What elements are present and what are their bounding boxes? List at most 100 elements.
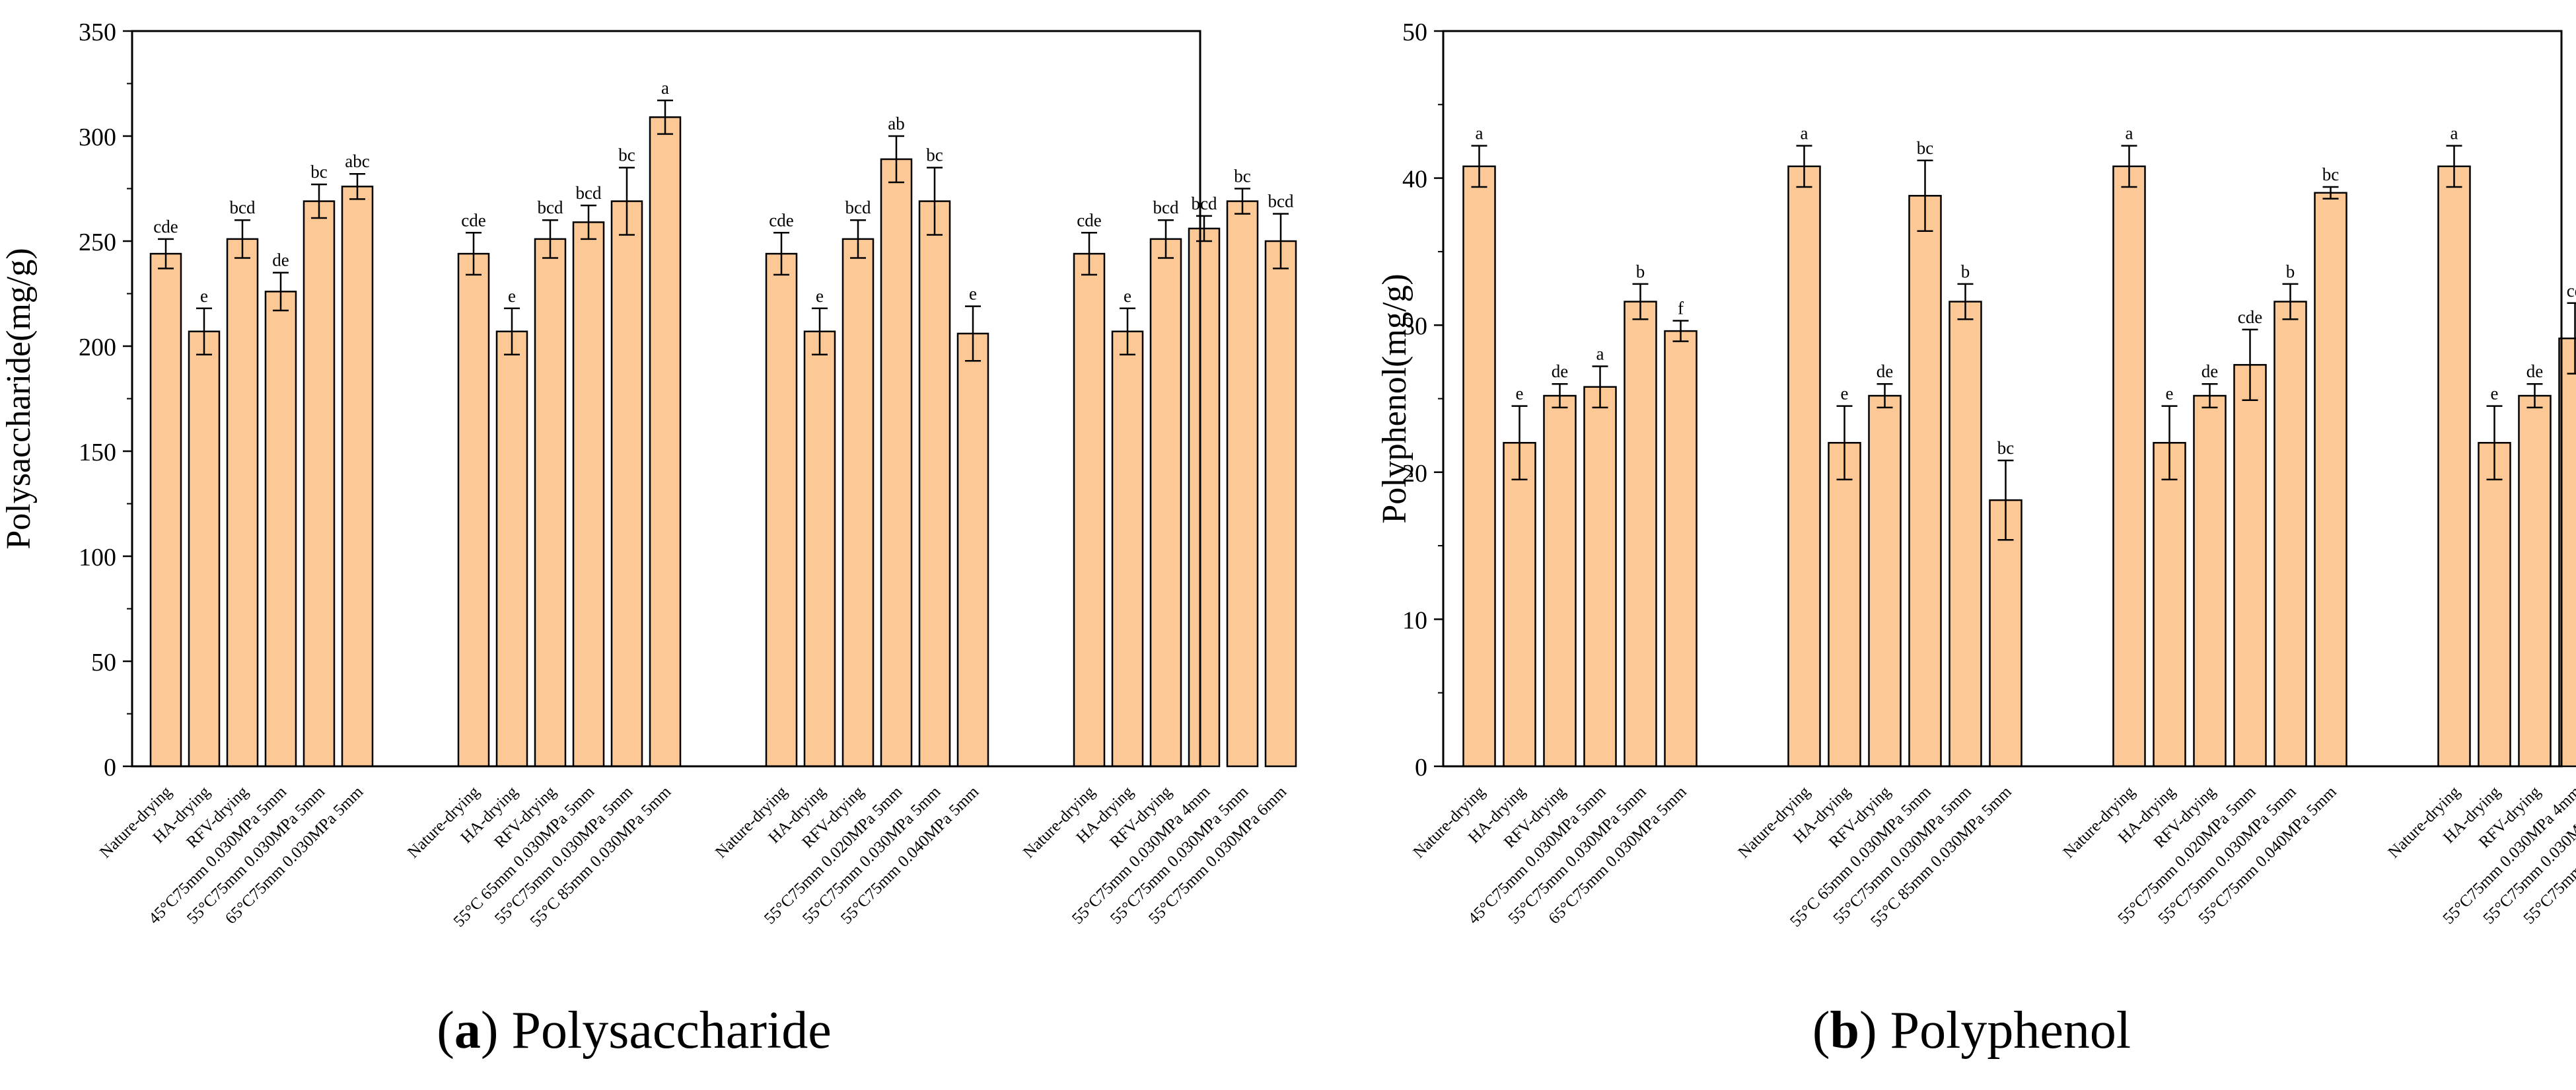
significance-letter: bcd	[576, 183, 602, 203]
significance-letter: a	[661, 78, 669, 98]
significance-letter: e	[2166, 384, 2174, 404]
significance-letter: ab	[888, 114, 904, 133]
significance-letter: bc	[2322, 164, 2340, 184]
y-tick-label: 50	[91, 649, 116, 676]
bar	[2478, 442, 2511, 768]
bar	[1111, 330, 1144, 768]
bar	[610, 200, 643, 768]
significance-letter: f	[1678, 299, 1684, 318]
panel-polysaccharide: 0 50 100 150 200 250 300 350 Polysaccharide(mg/g…	[0, 18, 1297, 931]
bar	[341, 186, 374, 768]
bar	[2437, 165, 2471, 768]
significance-letter: e	[200, 286, 208, 306]
bar	[2193, 394, 2227, 768]
bar	[495, 330, 528, 768]
significance-letter: abc	[345, 151, 369, 171]
bar	[303, 200, 336, 768]
bar	[226, 238, 259, 768]
significance-letter: cde	[2238, 307, 2262, 327]
significance-letter: e	[1124, 286, 1131, 306]
significance-letter: e	[508, 286, 516, 306]
bar	[2153, 442, 2186, 768]
significance-letter: a	[2451, 124, 2458, 143]
bar	[1624, 301, 1657, 768]
significance-letter: cde	[461, 210, 485, 230]
significance-letter: bc	[618, 145, 635, 165]
bar	[1462, 165, 1496, 768]
bar	[2112, 165, 2146, 768]
y-tick-label: 30	[1402, 312, 1427, 340]
bar	[1868, 394, 1902, 768]
significance-letter: e	[1841, 384, 1849, 404]
significance-letter: cde	[153, 217, 178, 236]
significance-letter: de	[2526, 361, 2544, 381]
significance-letter: bcd	[230, 198, 256, 217]
bar	[1226, 200, 1259, 768]
bar	[2233, 364, 2267, 768]
plot-frame	[131, 30, 1201, 768]
significance-letter: bc	[1917, 138, 1934, 158]
significance-letter: e	[816, 286, 824, 306]
y-tick-label: 50	[1402, 18, 1427, 46]
bar	[1949, 301, 1982, 768]
significance-letter: bcd	[1153, 198, 1179, 217]
significance-letter: bcd	[538, 198, 563, 217]
y-tick-label: 200	[79, 334, 116, 361]
y-tick-label: 10	[1402, 606, 1427, 634]
bar	[765, 252, 798, 768]
bar	[264, 291, 297, 768]
y-axis-label: Polysaccharide(mg/g)	[0, 248, 38, 549]
significance-letter: b	[1961, 262, 1970, 281]
significance-letter: de	[1877, 361, 1894, 381]
bar	[2314, 192, 2347, 768]
significance-letter: bc	[1234, 166, 1251, 186]
bar	[457, 252, 490, 768]
bar	[1908, 195, 1942, 768]
y-axis-label: Polyphenol(mg/g)	[1376, 273, 1413, 523]
bar	[649, 116, 682, 768]
bar	[188, 330, 221, 768]
significance-letter: a	[2126, 124, 2133, 143]
bar	[1264, 240, 1297, 768]
bar	[534, 238, 567, 768]
bar	[956, 332, 989, 768]
significance-letter: bcd	[845, 198, 871, 217]
y-tick-label: 0	[104, 754, 116, 781]
significance-letter: bc	[926, 145, 943, 165]
bar	[149, 252, 182, 768]
y-tick-label: 20	[1402, 460, 1427, 488]
y-tick-label: 350	[79, 18, 116, 46]
y-tick-label: 40	[1402, 166, 1427, 194]
bar	[1188, 227, 1221, 768]
bar	[1664, 330, 1698, 768]
y-tick-label: 250	[79, 229, 116, 256]
significance-letter: de	[1552, 361, 1569, 381]
significance-letter: e	[969, 284, 977, 304]
y-tick-label: 300	[79, 124, 116, 151]
bar	[1503, 442, 1536, 768]
bar	[1989, 499, 2022, 768]
bar	[2518, 394, 2552, 768]
bar	[1787, 165, 1821, 768]
significance-letter: b	[1636, 262, 1645, 281]
significance-letter: e	[1516, 384, 1524, 404]
significance-letter: cde	[1077, 210, 1101, 230]
significance-letter: de	[272, 250, 289, 270]
y-tick-label: 0	[1415, 754, 1427, 781]
y-tick-label: 150	[79, 439, 116, 466]
significance-letter: cd	[2567, 281, 2576, 301]
bar	[572, 221, 605, 768]
plot-frame	[1442, 30, 2563, 768]
significance-letter: a	[1476, 124, 1484, 143]
significance-letter: a	[1596, 344, 1604, 364]
significance-letter: b	[2286, 262, 2295, 281]
bar	[880, 158, 913, 768]
panel-polyphenol: 01020304050Polyphenol(mg/g)aNature-dryin…	[1376, 18, 2576, 931]
bar	[1543, 394, 1577, 768]
significance-letter: bc	[310, 162, 328, 182]
y-tick-label: 100	[79, 544, 116, 571]
bar	[1149, 238, 1182, 768]
significance-letter: bc	[1997, 438, 2015, 458]
bar	[2273, 301, 2307, 768]
